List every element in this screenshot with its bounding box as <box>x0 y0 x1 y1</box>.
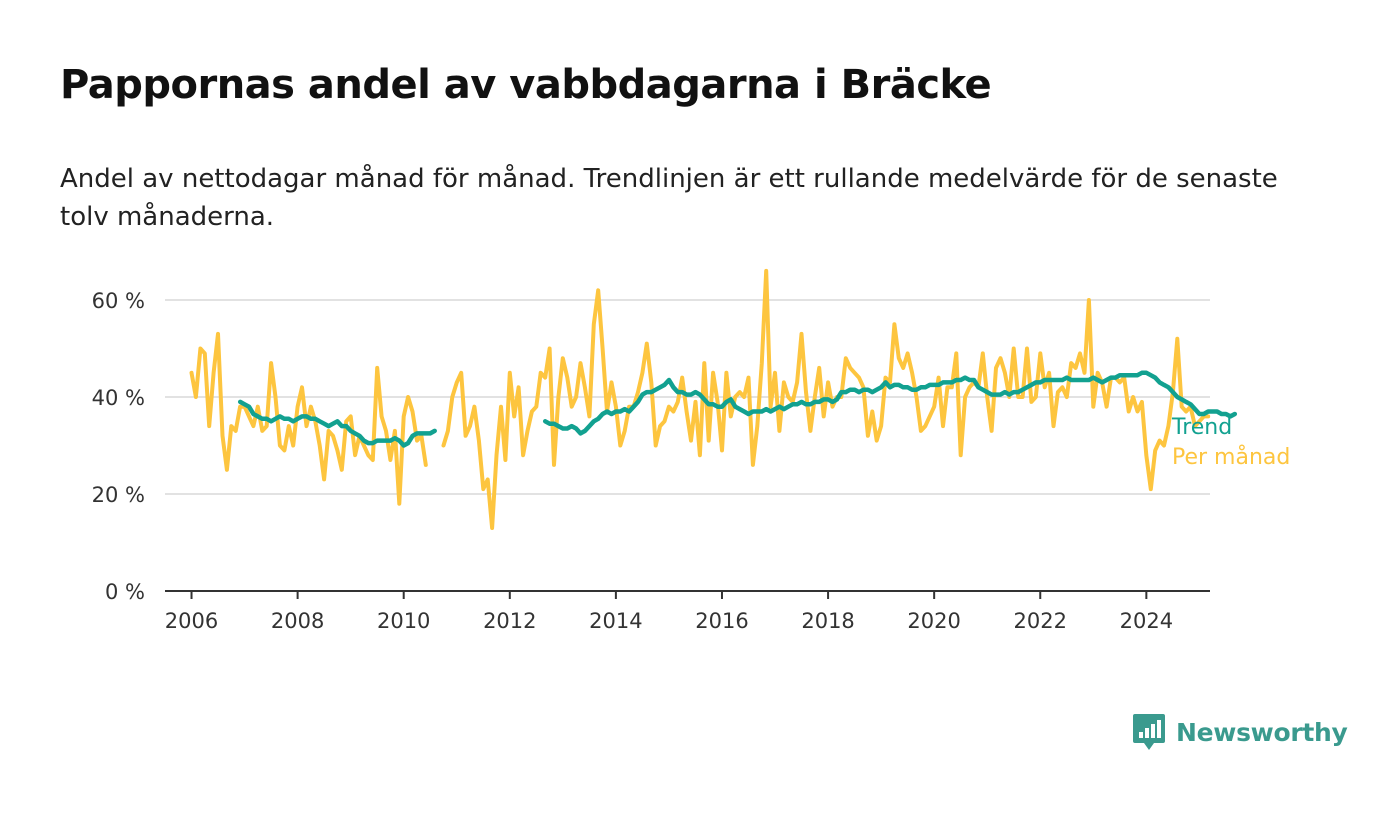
chart-title: Pappornas andel av vabbdagarna i Bräcke <box>60 62 992 108</box>
x-tick-label: 2006 <box>165 609 218 633</box>
y-tick-label: 60 % <box>92 289 145 313</box>
y-tick-label: 40 % <box>92 386 145 410</box>
brand-name: Newsworthy <box>1176 717 1348 747</box>
x-tick-label: 2008 <box>271 609 324 633</box>
x-tick-label: 2010 <box>377 609 430 633</box>
series-line-trend <box>237 370 1238 448</box>
y-tick-label: 20 % <box>92 483 145 507</box>
x-tick-label: 2014 <box>589 609 642 633</box>
newsworthy-logo-icon <box>1133 714 1165 750</box>
x-tick-label: 2016 <box>695 609 748 633</box>
x-tick-label: 2022 <box>1014 609 1067 633</box>
x-tick-label: 2020 <box>907 609 960 633</box>
series-lines <box>189 268 1238 530</box>
x-tick-label: 2024 <box>1120 609 1173 633</box>
line-chart: 0 % 20 % 40 % 60 % 2006 2008 2010 2012 2014 2016… <box>92 268 1290 633</box>
x-tick-label: 2018 <box>801 609 854 633</box>
y-axis-ticks: 0 % 20 % 40 % 60 % <box>92 289 145 604</box>
legend-label-trend: Trend <box>1171 415 1232 440</box>
x-axis: 2006 2008 2010 2012 2014 2016 2018 2020 2022 2024 <box>165 590 1210 633</box>
series-line-per-m-nad <box>189 268 1211 530</box>
y-tick-label: 0 % <box>105 580 145 604</box>
brand-logo: Newsworthy <box>1132 712 1348 752</box>
chart-subtitle: Andel av nettodagar månad för månad. Tre… <box>60 164 1278 232</box>
legend-label-monthly: Per månad <box>1172 444 1290 470</box>
x-tick-label: 2012 <box>483 609 536 633</box>
legend: Trend Per månad <box>1171 415 1290 470</box>
